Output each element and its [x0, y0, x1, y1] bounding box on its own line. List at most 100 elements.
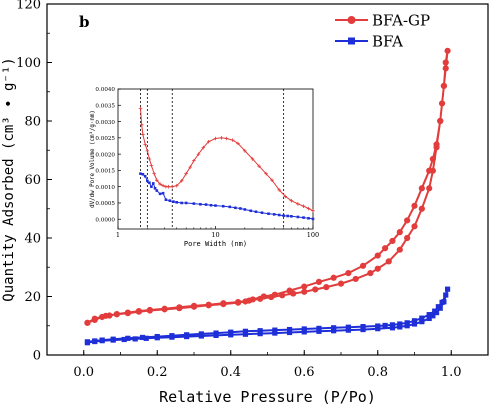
inset-data-point-0	[230, 138, 235, 142]
inset-data-point-1	[221, 204, 225, 208]
data-point-BFA	[125, 335, 131, 341]
data-point-BFA	[143, 335, 149, 341]
inset-data-point-0	[166, 184, 171, 189]
data-point-BFA	[110, 336, 116, 342]
data-point-BFA	[272, 330, 278, 336]
data-point-BFA-GP	[444, 47, 451, 54]
inset-data-point-1	[139, 172, 142, 175]
data-point-BFA	[360, 324, 366, 330]
inset-data-point-0	[196, 152, 201, 156]
inset-data-point-0	[141, 132, 145, 137]
data-point-BFA	[213, 330, 219, 336]
data-point-BFA	[228, 329, 234, 335]
inset-data-point-0	[158, 182, 162, 186]
data-point-BFA	[198, 331, 204, 337]
inset-data-point-0	[145, 149, 150, 153]
data-point-BFA	[242, 328, 249, 334]
data-point-BFA-GP	[279, 292, 286, 299]
data-point-BFA-GP	[312, 286, 319, 293]
data-point-BFA	[397, 324, 403, 330]
data-point-BFA	[397, 321, 403, 327]
data-point-BFA	[84, 339, 91, 345]
inset-data-point-1	[199, 202, 202, 206]
data-point-BFA-GP	[271, 291, 278, 298]
data-point-BFA	[92, 338, 98, 344]
inset-data-point-1	[150, 185, 153, 188]
inset-data-point-1	[209, 203, 213, 207]
data-point-BFA	[419, 319, 425, 325]
data-point-BFA-GP	[396, 229, 403, 236]
inset-y-tick-label: 0.0035	[95, 103, 115, 109]
inset-data-point-1	[307, 216, 310, 220]
inset-data-point-1	[153, 187, 157, 190]
x-tick-label: 0.8	[367, 365, 388, 380]
inset-data-point-1	[204, 203, 208, 206]
y-tick-label: 100	[16, 56, 41, 71]
inset-data-point-0	[219, 136, 224, 140]
inset-data-point-0	[147, 157, 152, 161]
y-tick-label: 120	[16, 0, 41, 13]
data-point-BFA	[331, 328, 337, 334]
data-point-BFA-GP	[301, 288, 308, 295]
inset-y-tick-label: 0.0005	[95, 201, 115, 207]
data-point-BFA	[375, 326, 381, 332]
data-point-BFA	[132, 336, 138, 342]
inset-y-tick-label: 0.0010	[95, 185, 115, 191]
data-point-BFA	[375, 323, 381, 329]
inset-data-point-0	[224, 136, 229, 141]
inset-data-point-1	[272, 213, 276, 216]
data-point-BFA	[316, 328, 322, 334]
data-point-BFA-GP	[113, 311, 120, 318]
data-point-BFA	[360, 326, 366, 333]
inset-x-axis-label: Pore Width (nm)	[184, 240, 247, 248]
inset-data-point-1	[158, 192, 162, 196]
data-point-BFA-GP	[345, 270, 352, 277]
inset-data-point-0	[243, 149, 247, 153]
data-point-BFA-GP	[411, 202, 418, 209]
x-tick-label: 0.2	[147, 365, 168, 380]
x-tick-label: 1.0	[441, 365, 462, 380]
data-point-BFA	[432, 308, 438, 314]
inset-data-point-1	[192, 202, 196, 205]
inset-data-point-1	[302, 216, 305, 219]
inset-x-tick-label: 100	[307, 231, 319, 239]
data-point-BFA-GP	[124, 310, 131, 317]
data-point-BFA-GP	[404, 234, 411, 242]
data-point-BFA	[242, 331, 249, 337]
data-point-BFA	[257, 331, 263, 337]
inset-data-point-0	[184, 171, 188, 176]
inset-data-point-0	[301, 204, 306, 209]
inset-data-point-0	[206, 139, 211, 144]
inset-data-point-0	[188, 165, 192, 169]
inset-data-point-1	[175, 201, 179, 204]
inset-data-point-0	[149, 163, 154, 168]
inset-data-point-0	[154, 178, 159, 182]
data-point-BFA	[430, 313, 436, 319]
inset-data-point-0	[174, 183, 179, 188]
data-point-BFA-GP	[396, 246, 403, 253]
x-axis-label: Relative Pressure (P/Po)	[159, 388, 376, 406]
inset-data-point-0	[138, 106, 143, 111]
inset-data-point-1	[286, 214, 289, 218]
data-point-BFA-GP	[84, 319, 91, 326]
data-point-BFA-GP	[429, 155, 436, 163]
inset-y-tick-label: 0.0025	[95, 136, 115, 142]
inset-y-axis-label: dV/dw Pore Volume (cm³/g·nm)	[89, 110, 96, 208]
inset-y-tick-label: 0.0020	[95, 152, 115, 158]
inset-data-point-1	[151, 182, 155, 185]
data-point-BFA	[228, 332, 234, 338]
x-tick-label: 0.6	[294, 365, 315, 380]
y-axis-label: Quantity Adsorbed (cm³ • g⁻¹)	[1, 57, 17, 301]
inset-data-point-0	[236, 141, 240, 146]
inset-data-point-0	[250, 157, 255, 161]
panel-label: b	[79, 13, 90, 31]
data-point-BFA-GP	[438, 100, 446, 107]
data-point-BFA	[286, 329, 293, 336]
data-point-BFA-GP	[433, 141, 440, 148]
data-point-BFA-GP	[176, 305, 183, 312]
data-point-BFA	[286, 326, 293, 333]
y-tick-label: 0	[33, 349, 41, 364]
inset-x-tick-label: 10	[211, 231, 219, 239]
inset-data-point-1	[164, 198, 168, 201]
